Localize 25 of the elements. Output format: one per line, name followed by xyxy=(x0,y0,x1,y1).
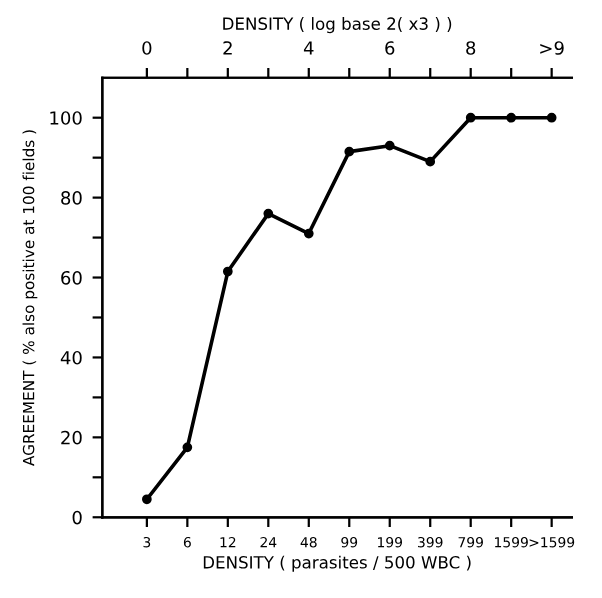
x2-tick-label: 4 xyxy=(303,41,314,55)
x2-tick-label: 0 xyxy=(142,41,152,55)
point xyxy=(425,156,436,167)
point xyxy=(344,146,355,157)
x2-tick-label: 8 xyxy=(466,41,476,55)
y-tick-label: 40 xyxy=(60,350,82,365)
x-axis-title: DENSITY ( parasites / 500 WBC ) xyxy=(203,555,471,572)
point xyxy=(263,208,274,219)
y-tick-label: 80 xyxy=(61,191,82,205)
point xyxy=(303,228,314,239)
point xyxy=(546,112,557,123)
y-tick-label: 100 xyxy=(50,111,82,125)
x2-axis-title: DENSITY ( log base 2( x3 ) ) xyxy=(223,17,452,34)
point xyxy=(142,494,152,505)
point xyxy=(384,140,395,151)
y-tick-label: 0 xyxy=(72,510,82,525)
point xyxy=(465,112,476,123)
x2-tick-label: 2 xyxy=(223,41,232,55)
point xyxy=(182,442,193,453)
point xyxy=(506,112,517,123)
x2-tick-label: 6 xyxy=(385,41,395,55)
y-tick-label: 60 xyxy=(61,270,82,285)
point xyxy=(222,266,233,277)
x2-tick-label: >9 xyxy=(540,41,564,55)
y-tick-label: 20 xyxy=(61,430,82,445)
